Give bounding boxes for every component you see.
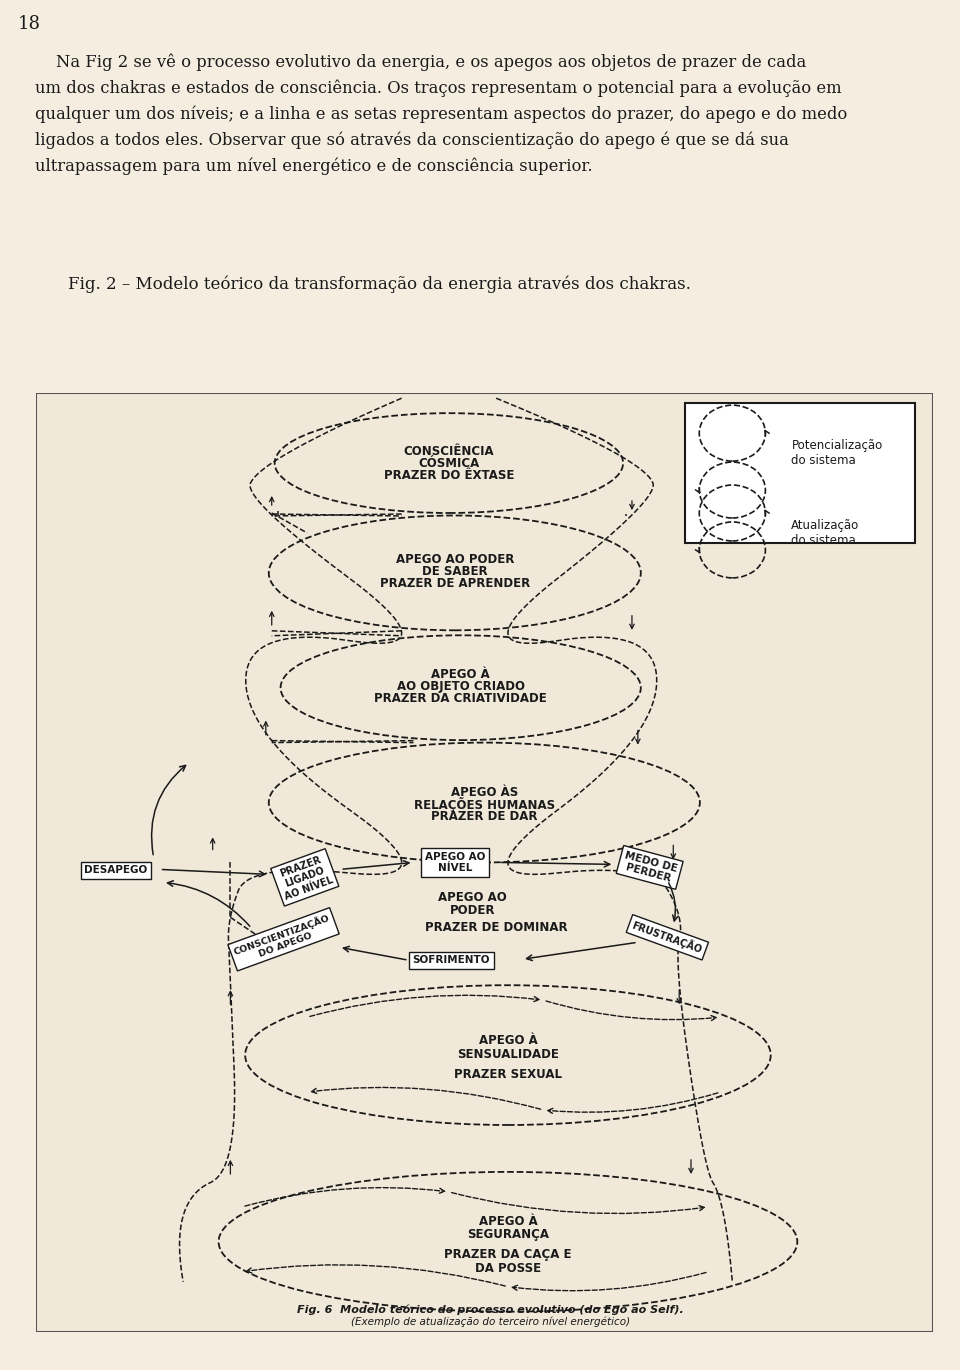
Text: APEGO À: APEGO À: [431, 669, 490, 681]
Text: MEDO DE
PERDER: MEDO DE PERDER: [621, 849, 679, 885]
Text: (Exemplo de atualização do terceiro nível energético): (Exemplo de atualização do terceiro níve…: [350, 1317, 630, 1328]
Text: um dos chakras e estados de consciência. Os traços representam o potencial para : um dos chakras e estados de consciência.…: [35, 79, 842, 97]
Text: DE SABER: DE SABER: [422, 566, 488, 578]
Text: Na Fig 2 se vê o processo evolutivo da energia, e os apegos aos objetos de praze: Na Fig 2 se vê o processo evolutivo da e…: [35, 53, 806, 71]
Text: APEGO AO
NÍVEL: APEGO AO NÍVEL: [424, 852, 485, 873]
Text: DESAPEGO: DESAPEGO: [84, 866, 148, 875]
Text: PRAZER DE DOMINAR: PRAZER DE DOMINAR: [425, 921, 567, 934]
Text: APEGO À: APEGO À: [479, 1033, 538, 1047]
Text: PRAZER DA CRIATIVIDADE: PRAZER DA CRIATIVIDADE: [374, 692, 547, 706]
Text: RELAÇÕES HUMANAS: RELAÇÕES HUMANAS: [414, 797, 555, 812]
Text: SEGURANÇA: SEGURANÇA: [467, 1229, 549, 1241]
Text: PRAZER DE DAR: PRAZER DE DAR: [431, 810, 538, 823]
Text: qualquer um dos níveis; e a linha e as setas representam aspectos do prazer, do : qualquer um dos níveis; e a linha e as s…: [35, 105, 848, 123]
Text: AO OBJETO CRIADO: AO OBJETO CRIADO: [396, 681, 525, 693]
Text: PRAZER DO ÊXTASE: PRAZER DO ÊXTASE: [384, 469, 514, 481]
Text: FRUSTRAÇÃO: FRUSTRAÇÃO: [631, 919, 704, 956]
Text: APEGO À: APEGO À: [479, 1215, 538, 1229]
Text: CONSCIÊNCIA: CONSCIÊNCIA: [403, 445, 494, 458]
Text: Fig. 2 – Modelo teórico da transformação da energia através dos chakras.: Fig. 2 – Modelo teórico da transformação…: [68, 275, 691, 293]
Bar: [685, 403, 916, 543]
Text: CÓSMICA: CÓSMICA: [419, 456, 479, 470]
Text: SENSUALIDADE: SENSUALIDADE: [457, 1048, 559, 1060]
Text: ultrapassagem para um nível energético e de consciência superior.: ultrapassagem para um nível energético e…: [35, 158, 592, 175]
Text: DA POSSE: DA POSSE: [475, 1262, 541, 1275]
Text: Potencialização
do sistema: Potencialização do sistema: [791, 440, 882, 467]
Text: ligados a todos eles. Observar que só através da conscientização do apego é que : ligados a todos eles. Observar que só at…: [35, 132, 789, 149]
Text: 18: 18: [18, 15, 41, 33]
Text: PRAZER DA CAÇA E: PRAZER DA CAÇA E: [444, 1248, 572, 1262]
Text: APEGO AO PODER: APEGO AO PODER: [396, 553, 514, 566]
Text: PODER: PODER: [449, 904, 495, 917]
Text: CONSCIENTIZAÇÃO
DO APEGO: CONSCIENTIZAÇÃO DO APEGO: [232, 912, 335, 967]
Text: PRAZER
LIGADO
AO NÍVEL: PRAZER LIGADO AO NÍVEL: [276, 854, 334, 901]
Text: APEGO ÀS: APEGO ÀS: [450, 786, 518, 799]
Text: PRAZER DE APRENDER: PRAZER DE APRENDER: [379, 577, 530, 590]
Text: APEGO AO: APEGO AO: [438, 890, 507, 904]
Text: Atualização
do sistema: Atualização do sistema: [791, 519, 859, 547]
Text: PRAZER SEXUAL: PRAZER SEXUAL: [454, 1067, 562, 1081]
Text: Fig. 6  Modelo teórico do processo evolutivo (do Ego ao Self).: Fig. 6 Modelo teórico do processo evolut…: [297, 1304, 684, 1315]
Text: SOFRIMENTO: SOFRIMENTO: [413, 955, 490, 966]
